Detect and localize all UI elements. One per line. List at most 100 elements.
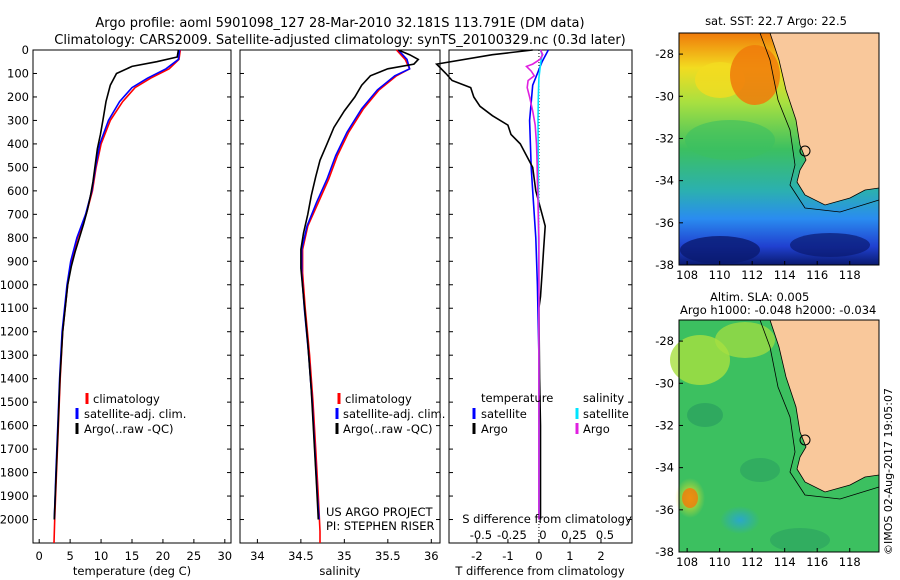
depth-tick-label: 100 — [7, 66, 29, 80]
sla-map — [670, 319, 880, 553]
map-lat-tick-label: -32 — [655, 131, 674, 145]
map-lat-tick-label: -36 — [655, 503, 674, 517]
map-lat-tick-label: -30 — [655, 376, 674, 390]
depth-tick-label: 1600 — [0, 419, 29, 433]
temperature-profile-plot: 0 5 10 15 20 25 30 — [33, 49, 232, 563]
difference-profile-plot: -2 -1 0 1 2 -0.5 -0.25 0 0.25 0.5 — [434, 49, 632, 563]
x-tick-label: 5 — [66, 549, 73, 563]
sst-map-title: sat. SST: 22.7 Argo: 22.5 — [705, 14, 847, 28]
project-pi: PI: STEPHEN RISER — [326, 519, 435, 533]
x-tick-label: 25 — [187, 549, 202, 563]
map-lon-tick-label: 118 — [839, 555, 861, 569]
depth-tick-label: 1100 — [0, 301, 29, 315]
depth-tick-label: 300 — [7, 113, 29, 127]
project-name: US ARGO PROJECT — [326, 505, 434, 519]
legend-s-argo: Argo — [583, 422, 610, 436]
x-tick-label: 35 — [337, 549, 352, 563]
legend-sal-climatology: climatology — [345, 392, 412, 406]
depth-tick-label: 600 — [7, 184, 29, 198]
legend-t-argo: Argo — [481, 422, 508, 436]
title-line-2: Climatology: CARS2009. Satellite-adjuste… — [54, 33, 626, 48]
map-lon-tick-label: 110 — [709, 268, 731, 282]
map-lon-tick-label: 108 — [676, 555, 698, 569]
map-lon-tick-label: 116 — [806, 268, 828, 282]
depth-tick-label: 200 — [7, 90, 29, 104]
legend-t-satellite: satellite — [481, 407, 527, 421]
map-lon-tick-label: 114 — [774, 555, 796, 569]
legend-temp-climatology: climatology — [93, 392, 160, 406]
x-tick-label: 34.5 — [288, 549, 314, 563]
map-lat-tick-label: -34 — [655, 174, 674, 188]
x-tick-label: 35.5 — [375, 549, 401, 563]
map-lat-tick-label: -38 — [655, 258, 674, 272]
depth-tick-label: 1200 — [0, 325, 29, 339]
map-lat-tick-label: -36 — [655, 216, 674, 230]
map-lat-tick-label: -28 — [655, 47, 674, 61]
x-tick-label: 0 — [36, 549, 43, 563]
map-lat-tick-label: -28 — [655, 334, 674, 348]
x-tick-label: 30 — [217, 549, 232, 563]
s-x-tick-label: -0.5 — [470, 528, 492, 542]
x-tick-label: 10 — [94, 549, 109, 563]
legend-sal-satellite: satellite-adj. clim. — [343, 407, 445, 421]
depth-tick-label: 1700 — [0, 442, 29, 456]
series-line — [53, 49, 182, 544]
depth-tick-label: 500 — [7, 160, 29, 174]
map-lat-tick-label: -38 — [655, 545, 674, 559]
x-tick-label: 20 — [156, 549, 171, 563]
s-x-tick-label: 0 — [539, 528, 546, 542]
x-tick-label: 0 — [535, 549, 542, 563]
salinity-profile-plot: 34 34.5 35 35.5 36 — [240, 49, 440, 563]
depth-tick-label: 1000 — [0, 278, 29, 292]
series-line — [53, 49, 181, 520]
series-line — [53, 49, 180, 520]
title-line-1: Argo profile: aoml 5901098_127 28-Mar-20… — [95, 16, 584, 31]
x-tick-label: -2 — [471, 549, 482, 563]
sst-map — [678, 32, 880, 266]
difference-xlabel: T difference from climatology — [454, 564, 625, 578]
salinity-xlabel: salinity — [319, 564, 360, 578]
depth-tick-label: 400 — [7, 137, 29, 151]
map-lat-tick-label: -32 — [655, 418, 674, 432]
temperature-panel-frame — [32, 49, 232, 544]
depth-tick-label: 700 — [7, 207, 29, 221]
x-tick-label: 34 — [250, 549, 265, 563]
map-lon-tick-label: 108 — [676, 268, 698, 282]
temperature-legend: climatology satellite-adj. clim. Argo(..… — [75, 392, 186, 436]
salinity-panel-frame — [239, 49, 441, 544]
imos-credit: ©IMOS 02-Aug-2017 19:05:07 — [882, 388, 895, 555]
sla-map-title-2: Argo h1000: -0.048 h2000: -0.034 — [680, 303, 876, 317]
series-line — [525, 49, 544, 520]
sla-map-title-1: Altim. SLA: 0.005 — [710, 290, 809, 304]
legend-temp-argo: Argo(..raw -QC) — [84, 422, 174, 436]
s-difference-xlabel: S difference from climatology — [462, 512, 632, 526]
s-x-tick-label: 0.25 — [561, 528, 587, 542]
x-tick-label: -1 — [502, 549, 513, 563]
temperature-xlabel: temperature (deg C) — [73, 564, 191, 578]
depth-tick-label: 1900 — [0, 489, 29, 503]
s-x-tick-label: -0.25 — [497, 528, 527, 542]
x-tick-label: 36 — [424, 549, 439, 563]
series-line — [301, 49, 411, 543]
depth-tick-label: 800 — [7, 231, 29, 245]
depth-tick-label: 0 — [22, 43, 29, 57]
map-lat-tick-label: -34 — [655, 461, 674, 475]
series-line — [300, 49, 420, 520]
x-tick-label: 15 — [125, 549, 140, 563]
map-lon-tick-label: 112 — [741, 268, 763, 282]
x-tick-label: 2 — [597, 549, 604, 563]
legend-sal-argo: Argo(..raw -QC) — [343, 422, 433, 436]
map-lon-tick-label: 118 — [839, 268, 861, 282]
depth-axis: 0 100 200 300 400 500 600 700 800 900 1000 1100 1200… — [0, 43, 29, 527]
legend-sal-head: salinity — [583, 391, 624, 405]
difference-legend: temperature salinity satellite Argo sate… — [472, 391, 629, 436]
x-tick-label: 1 — [566, 549, 573, 563]
map-lat-tick-label: -30 — [655, 89, 674, 103]
map-lon-tick-label: 116 — [806, 555, 828, 569]
depth-tick-label: 2000 — [0, 513, 29, 527]
map-lon-tick-label: 114 — [774, 268, 796, 282]
depth-tick-label: 1400 — [0, 372, 29, 386]
